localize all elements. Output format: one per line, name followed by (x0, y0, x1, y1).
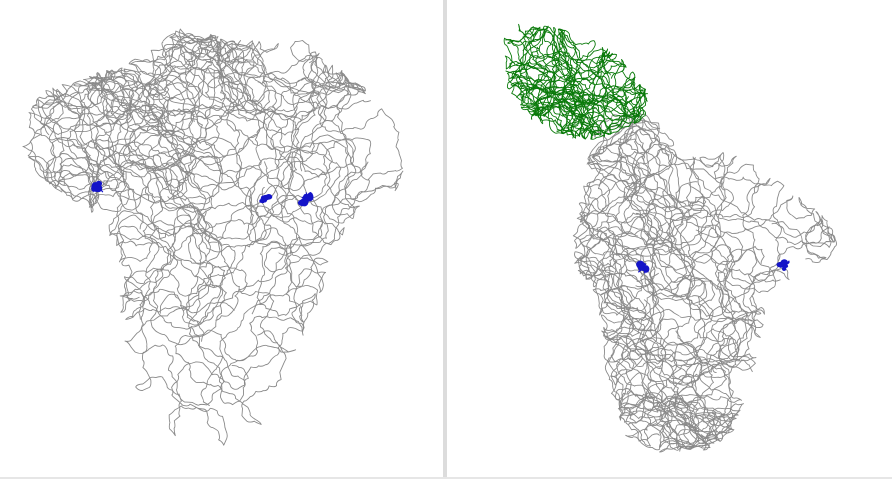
ligand-bond (264, 194, 271, 199)
ligand-bond (93, 184, 99, 187)
backbone-segment (645, 163, 760, 453)
viewer-bottom-edge (0, 477, 892, 479)
backbone-segment (147, 30, 271, 228)
backbone-segment (572, 178, 761, 363)
protein-backbone-canvas-left[interactable] (0, 0, 443, 477)
bound-domain-trace (503, 23, 648, 140)
backbone-segment (516, 63, 647, 135)
backbone-segment (190, 194, 329, 407)
backbone-segment (587, 112, 835, 259)
backbone-segment (124, 87, 345, 300)
ligand-bond (783, 262, 789, 267)
ligand-blob-1[interactable] (91, 180, 104, 193)
backbone-segment (583, 113, 776, 371)
backbone-segment (506, 27, 627, 135)
backbone-segment (606, 125, 790, 368)
backbone-segment (124, 98, 316, 406)
ligand-atom (637, 262, 644, 269)
ligand-atom (259, 199, 264, 203)
backbone-segment (116, 210, 249, 446)
backbone-segment (36, 67, 236, 326)
backbone-segment (529, 27, 648, 140)
ligand-bond (637, 267, 645, 273)
ligand-bond (643, 267, 646, 274)
backbone-segment (574, 181, 698, 352)
ligand-blob-2[interactable] (259, 194, 273, 204)
ligand-bond (261, 196, 266, 199)
backbone-segment (616, 348, 744, 452)
backbone-segment (503, 26, 613, 137)
backbone-segment (576, 114, 719, 309)
viewer-divider[interactable] (443, 0, 447, 479)
ligand-blob-1[interactable] (636, 260, 650, 274)
ligand-atom (781, 266, 787, 271)
structure-viewer-left[interactable] (0, 0, 443, 477)
backbone-segment (205, 51, 404, 273)
backbone-segment (32, 36, 343, 208)
ligand-bond (306, 191, 312, 199)
protein-backbone-canvas-right[interactable] (447, 0, 892, 477)
protein-backbone-trace (572, 112, 837, 453)
backbone-segment (83, 38, 235, 324)
ligand-bond (643, 266, 647, 269)
ligand-blob-3[interactable] (297, 191, 314, 207)
backbone-segment (30, 44, 298, 209)
ligand-bond (301, 197, 308, 201)
protein-backbone-trace (22, 28, 404, 446)
backbone-segment (188, 42, 372, 381)
backbone-segment (615, 338, 737, 451)
backbone-segment (509, 26, 616, 137)
ligand-group (91, 180, 314, 207)
ligand-blob-2[interactable] (776, 259, 790, 271)
backbone-segment (588, 138, 785, 448)
ligand-group (636, 259, 790, 274)
structure-viewer-right[interactable] (447, 0, 892, 477)
backbone-segment (27, 72, 188, 230)
backbone-segment (504, 48, 648, 135)
backbone-segment (577, 152, 739, 363)
backbone-segment (620, 245, 765, 450)
backbone-segment (43, 69, 287, 321)
backbone-segment (108, 156, 303, 330)
backbone-segment (100, 70, 297, 425)
ligand-bond (779, 265, 785, 268)
ligand-bond (97, 185, 104, 193)
ligand-bond (262, 197, 266, 202)
